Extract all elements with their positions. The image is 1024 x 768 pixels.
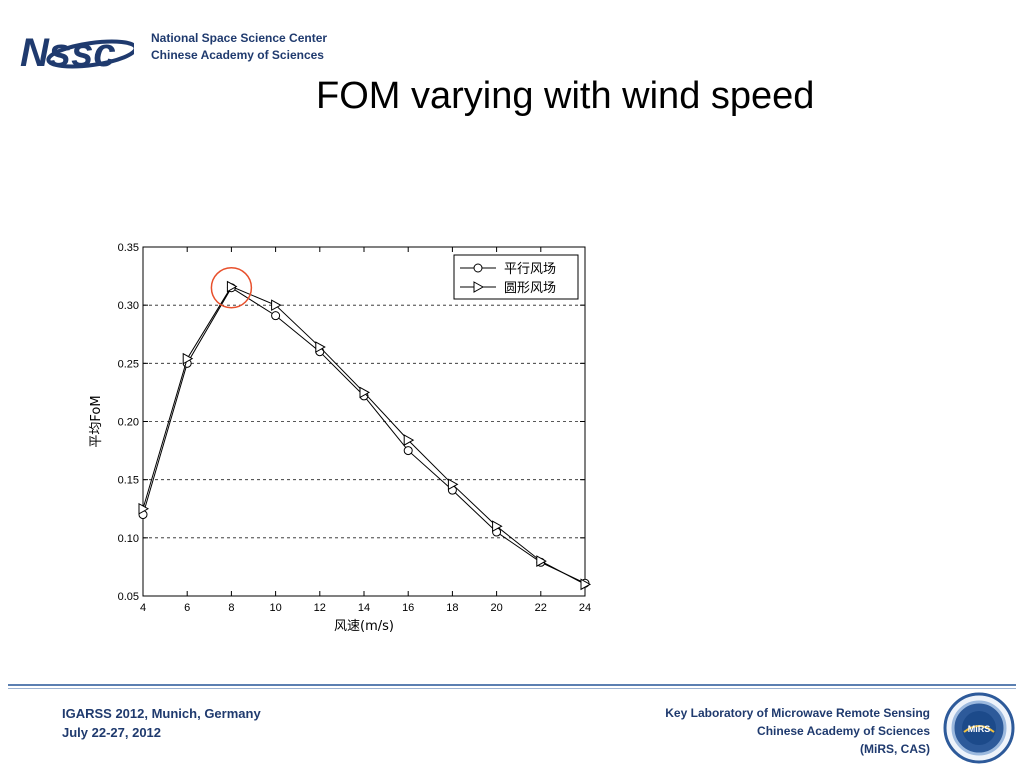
x-tick-label: 6 [184, 602, 190, 614]
series-2-point [536, 555, 547, 567]
series-2-point [315, 341, 326, 353]
x-tick-label: 20 [490, 602, 502, 614]
logo-text: Nssc [20, 31, 116, 74]
organization-name: National Space Science Center Chinese Ac… [151, 30, 327, 64]
series-2-point [580, 578, 592, 591]
seal-text: MiRS [968, 724, 991, 734]
series-2-point [403, 434, 415, 446]
y-tick-label: 0.35 [118, 242, 139, 254]
legend-label: 平行风场 [504, 262, 556, 277]
series-line-1 [142, 287, 586, 584]
x-tick-label: 18 [446, 602, 458, 614]
legend-marker [473, 281, 485, 293]
footer-rule-thin [8, 688, 1016, 689]
slide-title: FOM varying with wind speed [316, 75, 815, 117]
series-2-point [492, 520, 503, 533]
series-2-point [182, 352, 194, 365]
y-tick-label: 0.25 [118, 358, 139, 370]
footer-rule [8, 684, 1016, 686]
fom-chart: 0.05 0.10 0.15 0.20 0.25 0.30 0.35 4 6 8 10 12 14 16 1… [89, 242, 592, 634]
legend-marker [473, 263, 483, 273]
x-tick-label: 4 [140, 602, 146, 614]
y-tick-label: 0.05 [118, 591, 139, 603]
conference-date: July 22-27, 2012 [62, 725, 162, 740]
x-tick-label: 12 [314, 602, 326, 614]
series-line-2 [142, 285, 586, 585]
y-tick-label: 0.30 [118, 300, 139, 312]
x-axis-label: 风速(m/s) [334, 619, 394, 634]
series-2-point [138, 502, 150, 515]
conference-name: IGARSS 2012, Munich, Germany [62, 706, 261, 721]
x-tick-label: 14 [358, 602, 370, 614]
x-tick-label: 24 [579, 602, 591, 614]
org-line-1: National Space Science Center [151, 31, 328, 45]
y-tick-label: 0.20 [118, 417, 139, 429]
lab-abbrev: (MiRS, CAS) [860, 742, 930, 756]
y-tick-label: 0.10 [118, 533, 139, 545]
x-tick-label: 22 [535, 602, 547, 614]
series-2-point [359, 386, 371, 399]
y-tick-label: 0.15 [118, 475, 139, 487]
x-tick-label: 16 [402, 602, 414, 614]
peak-highlight-circle [210, 266, 253, 309]
nssc-logo: Nssc [20, 31, 134, 74]
series-2-point [271, 299, 282, 312]
x-tick-label: 10 [269, 602, 281, 614]
conference-info: IGARSS 2012, Munich, Germany July 22-27,… [62, 704, 261, 742]
legend-label: 圆形风场 [504, 281, 556, 296]
y-axis-label: 平均FoM [89, 395, 104, 447]
org-line-2: Chinese Academy of Sciences [151, 48, 324, 62]
mirs-seal: MiRS [943, 692, 1015, 764]
series-2-point [226, 280, 238, 293]
series-1-point [271, 311, 281, 321]
lab-academy: Chinese Academy of Sciences [757, 724, 930, 738]
lab-info: Key Laboratory of Microwave Remote Sensi… [665, 704, 930, 758]
plot-frame [142, 246, 586, 597]
series-2-point [447, 478, 459, 491]
series-1-point [403, 446, 413, 456]
lab-name: Key Laboratory of Microwave Remote Sensi… [665, 706, 930, 720]
x-tick-label: 8 [228, 602, 234, 614]
